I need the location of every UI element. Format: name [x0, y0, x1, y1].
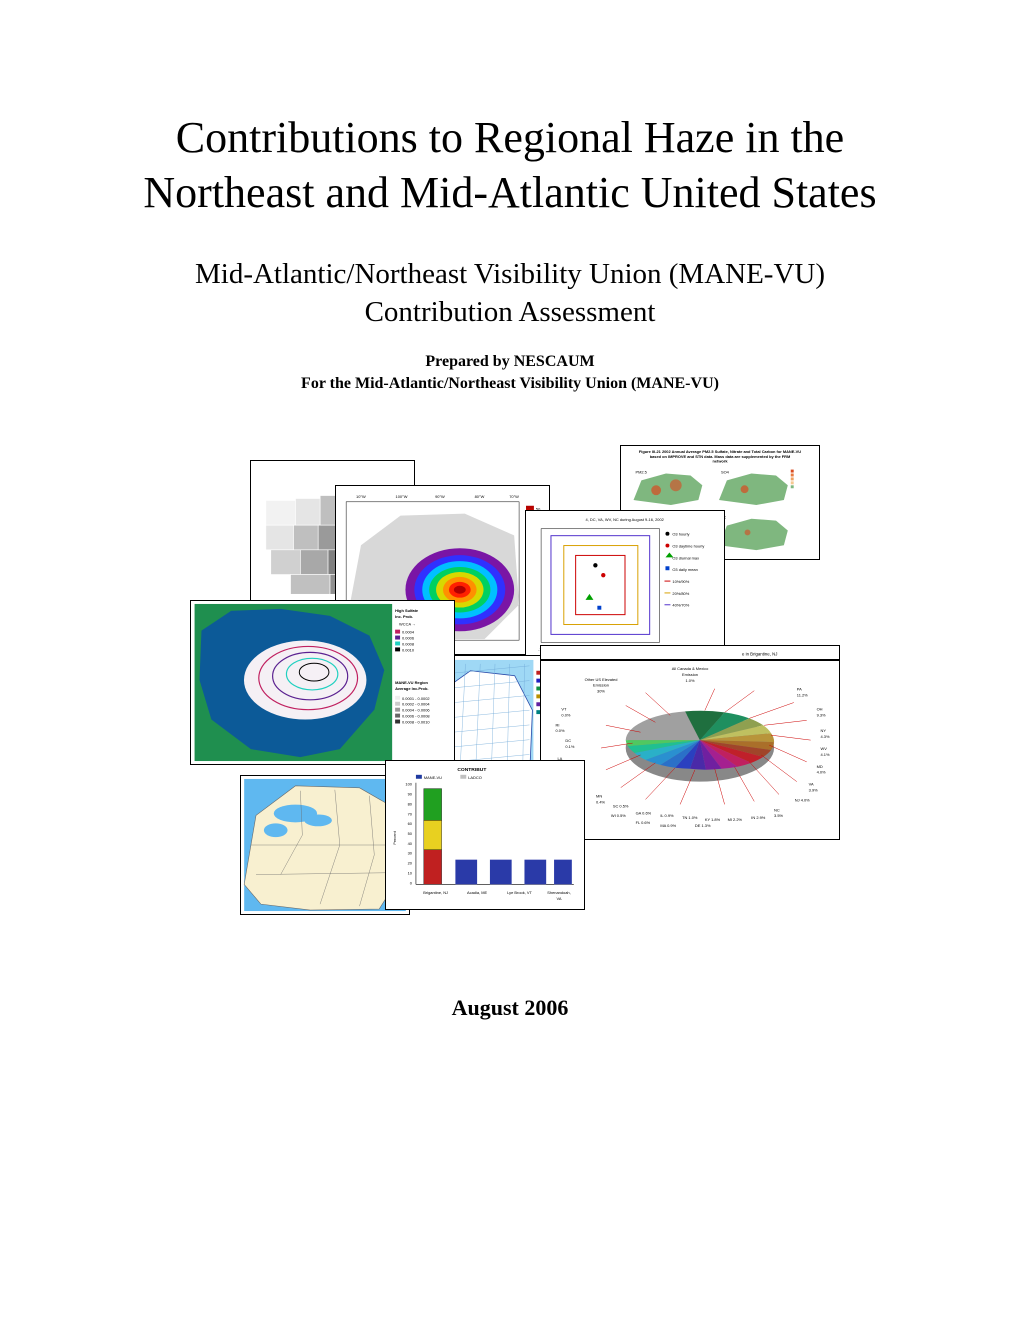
svg-text:Emission: Emission: [682, 671, 698, 676]
prepared-line1: Prepared by NESCAUM: [301, 351, 719, 373]
svg-text:0.0006: 0.0006: [402, 635, 415, 640]
svg-text:3.9%: 3.9%: [809, 787, 818, 792]
report-subtitle: Mid-Atlantic/Northeast Visibility Union …: [120, 256, 900, 331]
svg-text:0.4%: 0.4%: [596, 799, 605, 804]
svg-text:1.0%: 1.0%: [686, 677, 695, 682]
mini-map-1: PM2.5: [630, 467, 707, 506]
svg-text:0.0004: 0.0004: [402, 629, 415, 634]
svg-text:WI 0.5%: WI 0.5%: [611, 813, 626, 818]
svg-text:40%/70%: 40%/70%: [672, 602, 689, 607]
svg-text:10%/90%: 10%/90%: [672, 579, 689, 584]
svg-text:0.0008: 0.0008: [402, 641, 415, 646]
svg-text:4.3%: 4.3%: [821, 734, 830, 739]
svg-text:WV: WV: [821, 746, 828, 751]
svg-text:MANE-VU Region: MANE-VU Region: [395, 680, 428, 685]
thumb-contribution-bars: CONTRIBUT MANE-VU LADCO 0 10 20 30 40 50…: [385, 760, 585, 910]
svg-text:VA: VA: [809, 781, 814, 786]
svg-text:NC: NC: [774, 807, 780, 812]
svg-text:70°W: 70°W: [509, 493, 519, 498]
svg-text:e in Brigantine, NJ: e in Brigantine, NJ: [742, 651, 777, 656]
svg-text:90°W: 90°W: [435, 493, 445, 498]
report-title: Contributions to Regional Haze in the No…: [120, 110, 900, 220]
mini-map-4: TC: [715, 512, 792, 551]
svg-text:PA: PA: [797, 686, 802, 691]
svg-text:SO4: SO4: [721, 469, 730, 474]
thumb-fractional-bias: 4, DC, VA, WV, NC during August 9-16, 20…: [525, 510, 725, 665]
report-date: August 2006: [452, 995, 569, 1021]
svg-text:0.0004 - 0.0006: 0.0004 - 0.0006: [402, 707, 430, 712]
prepared-line2: For the Mid-Atlantic/Northeast Visibilit…: [301, 373, 719, 395]
report-cover-page: Contributions to Regional Haze in the No…: [0, 0, 1020, 1320]
svg-text:30%: 30%: [597, 688, 605, 693]
svg-text:4, DC, VA, WV, NC during Augus: 4, DC, VA, WV, NC during August 9-16, 20…: [586, 516, 664, 521]
svg-text:MI 2.2%: MI 2.2%: [728, 817, 743, 822]
svg-text:0.0002 - 0.0004: 0.0002 - 0.0004: [402, 701, 430, 706]
svg-text:FL 0.6%: FL 0.6%: [636, 820, 651, 825]
svg-text:O3 daily mean: O3 daily mean: [672, 567, 697, 572]
svg-text:80°W: 80°W: [475, 493, 485, 498]
svg-text:0.0%: 0.0%: [561, 712, 570, 717]
svg-text:IL 0.9%: IL 0.9%: [660, 813, 674, 818]
svg-text:O3 hourly: O3 hourly: [672, 531, 689, 536]
svg-text:VT: VT: [561, 706, 567, 711]
svg-text:Average Inc.Prob.: Average Inc.Prob.: [395, 685, 428, 690]
svg-text:KY 1.8%: KY 1.8%: [705, 817, 721, 822]
svg-text:TN 1.0%: TN 1.0%: [682, 815, 698, 820]
mini-map-2: SO4: [715, 467, 794, 506]
svg-text:3.5%: 3.5%: [774, 813, 783, 818]
svg-text:Acadia, ME: Acadia, ME: [467, 890, 488, 895]
svg-text:11.2%: 11.2%: [797, 692, 808, 697]
svg-text:NY: NY: [821, 728, 827, 733]
svg-text:Brigantine, NJ: Brigantine, NJ: [423, 890, 448, 895]
svg-text:MANE-VU: MANE-VU: [424, 774, 442, 779]
svg-text:0.0%: 0.0%: [556, 728, 565, 733]
thumb-brigantine-label: e in Brigantine, NJ: [540, 645, 840, 660]
svg-text:0.0006 - 0.0008: 0.0006 - 0.0008: [402, 713, 430, 718]
svg-text:LADCO: LADCO: [468, 774, 482, 779]
svg-text:Shenandoah,: Shenandoah,: [547, 890, 570, 895]
svg-text:10°W: 10°W: [356, 493, 366, 498]
svg-text:network: network: [712, 458, 728, 463]
svg-text:Inc. Prob.: Inc. Prob.: [395, 613, 413, 618]
svg-text:MA 0.9%: MA 0.9%: [660, 823, 676, 828]
svg-text:All Canada & Mexico: All Canada & Mexico: [672, 665, 709, 670]
svg-text:0.1%: 0.1%: [565, 744, 574, 749]
svg-text:Lye Brook, VT: Lye Brook, VT: [507, 890, 532, 895]
svg-text:Percent: Percent: [392, 830, 397, 844]
svg-text:DC: DC: [565, 738, 571, 743]
svg-text:Other US Elevated: Other US Elevated: [585, 676, 618, 681]
svg-text:PM2.5: PM2.5: [635, 469, 647, 474]
svg-text:DE 1.3%: DE 1.3%: [695, 823, 711, 828]
svg-text:4.0%: 4.0%: [817, 769, 826, 774]
svg-text:MN: MN: [596, 793, 602, 798]
svg-text:0.0001 - 0.0002: 0.0001 - 0.0002: [402, 695, 430, 700]
svg-text:MD: MD: [817, 763, 823, 768]
thumb-pie-chart: All Canada & Mexico Emission 1.0% Other …: [540, 660, 840, 840]
svg-text:IN 2.9%: IN 2.9%: [751, 815, 766, 820]
figure-collage: Figure III-21 2002 Annual Average PM2.5 …: [190, 445, 830, 925]
svg-text:Emission: Emission: [593, 682, 609, 687]
svg-text:High Sulfate: High Sulfate: [395, 607, 419, 612]
prepared-by: Prepared by NESCAUM For the Mid-Atlantic…: [301, 351, 719, 394]
svg-text:NJ 4.0%: NJ 4.0%: [795, 797, 810, 802]
svg-text:100: 100: [405, 781, 412, 786]
thumb-probability-map: High Sulfate Inc. Prob. WCCA → 0.0004 0.…: [190, 600, 455, 765]
svg-text:OH: OH: [817, 706, 823, 711]
svg-text:VA: VA: [557, 896, 562, 901]
svg-text:O3 daytime hourly: O3 daytime hourly: [672, 543, 704, 548]
svg-text:SC 0.5%: SC 0.5%: [613, 803, 629, 808]
svg-text:0.0010: 0.0010: [402, 647, 415, 652]
svg-text:4.1%: 4.1%: [821, 751, 830, 756]
svg-text:RI: RI: [556, 722, 560, 727]
svg-text:20%/80%: 20%/80%: [672, 590, 689, 595]
svg-text:WCCA →: WCCA →: [399, 621, 416, 626]
svg-text:0.0008 - 0.0010: 0.0008 - 0.0010: [402, 719, 430, 724]
svg-text:O3 diurnal max: O3 diurnal max: [672, 555, 699, 560]
svg-text:100°W: 100°W: [396, 493, 408, 498]
svg-text:9.3%: 9.3%: [817, 712, 826, 717]
svg-text:GA 0.6%: GA 0.6%: [636, 810, 652, 815]
svg-text:CONTRIBUT: CONTRIBUT: [457, 766, 486, 772]
